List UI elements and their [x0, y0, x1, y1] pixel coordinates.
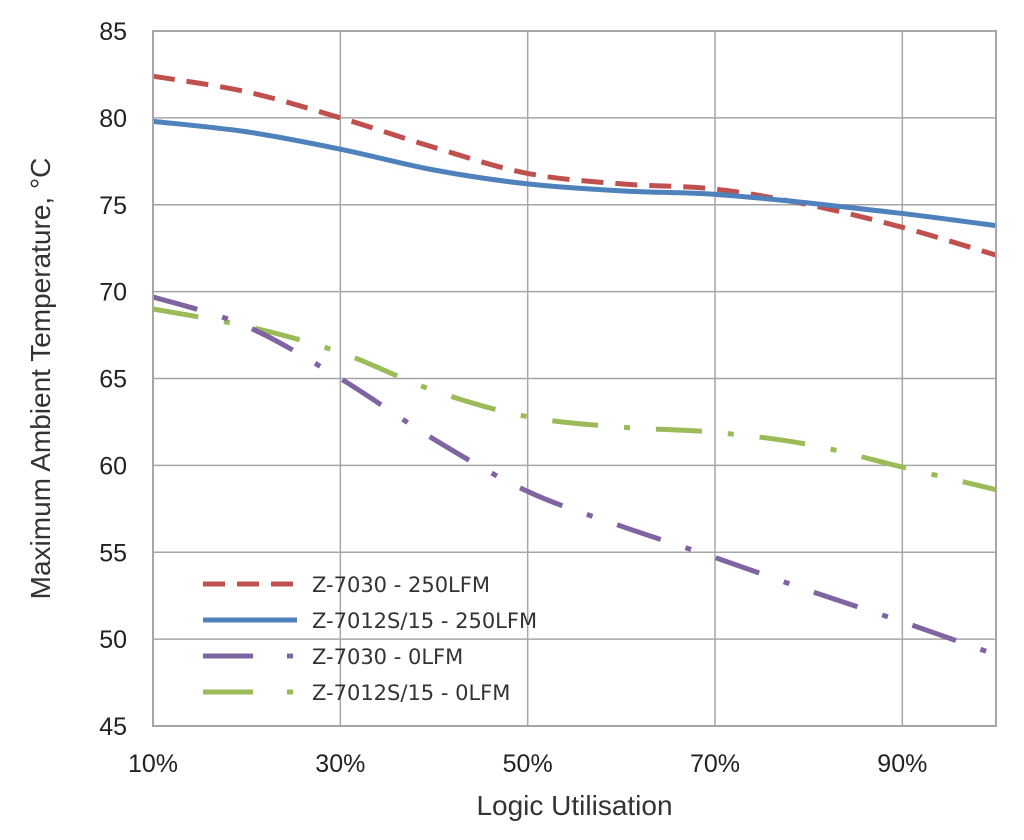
plot-border: [152, 30, 997, 727]
series-line-3: [152, 306, 997, 493]
y-tick-label: 65: [99, 366, 127, 394]
y-axis-title: Maximum Ambient Temperature, °C: [25, 158, 56, 600]
y-tick-label: 50: [99, 626, 127, 654]
x-tick-label: 10%: [128, 750, 178, 778]
x-axis-title: Logic Utilisation: [476, 790, 672, 821]
y-tick-label: 85: [99, 18, 127, 46]
y-tick-label: 80: [99, 105, 127, 133]
series-line-2: [152, 294, 997, 658]
legend-label: Z-7030 - 250LFM: [312, 573, 490, 597]
y-tick-label: 55: [99, 539, 127, 567]
series-line-1: [152, 118, 997, 229]
legend: Z-7030 - 250LFM Z-7012S/15 - 250LFM Z-7030…: [203, 573, 537, 705]
y-tick-label: 70: [99, 279, 127, 307]
y-tick-label: 45: [99, 713, 127, 741]
series-line-0: [152, 73, 997, 258]
y-tick-label: 75: [99, 192, 127, 220]
series-layer: [152, 73, 997, 658]
x-tick-label: 70%: [690, 750, 740, 778]
y-tick-labels: 45 50 55 60 65 70 75 80 85: [99, 18, 127, 741]
x-tick-label: 50%: [503, 750, 553, 778]
x-tick-label: 90%: [877, 750, 927, 778]
y-tick-label: 60: [99, 452, 127, 480]
x-tick-label: 30%: [315, 750, 365, 778]
legend-label: Z-7030 - 0LFM: [312, 645, 463, 669]
legend-label: Z-7012S/15 - 250LFM: [312, 609, 537, 633]
x-tick-labels: 10% 30% 50% 70% 90%: [128, 750, 927, 778]
legend-label: Z-7012S/15 - 0LFM: [312, 681, 510, 705]
